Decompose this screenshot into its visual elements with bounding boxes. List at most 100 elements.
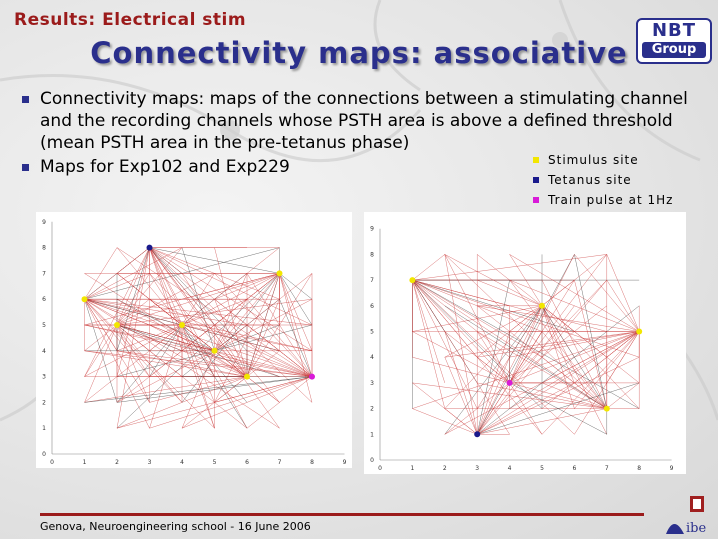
connection-line [412, 356, 510, 384]
x-tick-label: 2 [115, 459, 119, 466]
connection-line [477, 331, 510, 384]
x-tick-label: 8 [310, 459, 314, 466]
connection-line [246, 273, 313, 377]
connection-line [509, 305, 543, 383]
connection-line [541, 331, 640, 384]
x-tick-label: 7 [605, 465, 609, 472]
connection-line [476, 331, 510, 435]
logo-text-group: Group [642, 42, 706, 58]
connection-line [541, 279, 608, 409]
y-tick-label: 1 [370, 431, 374, 438]
bullet-square-icon [22, 164, 29, 171]
tetanus-site-marker [474, 431, 481, 438]
connection-line [84, 376, 313, 403]
connection-line [84, 273, 248, 377]
connection-line [279, 273, 313, 351]
connection-line [509, 331, 543, 384]
connectivity-map-exp102: 0 1 2 3 4 5 6 7 8 9 0 1 2 3 4 5 6 7 8 9 [42, 219, 347, 466]
stimulus-site-marker [539, 302, 545, 309]
train-pulse-site-marker [506, 379, 513, 386]
connection-line [116, 247, 313, 377]
x-tick-label: 1 [410, 465, 414, 472]
connection-line [509, 254, 543, 306]
connection-line [84, 247, 150, 377]
x-tick-label: 3 [475, 465, 479, 472]
bullet-text: Maps for Exp102 and Exp229 [40, 157, 290, 177]
legend-swatch-icon [533, 177, 539, 183]
connection-line [214, 376, 248, 403]
ibe-logo-text: ibe [686, 521, 706, 536]
x-tick-label: 5 [213, 459, 217, 466]
x-tick-label: 2 [443, 465, 447, 472]
connection-line [477, 279, 543, 307]
connection-line [477, 382, 607, 409]
legend-item-train: Train pulse at 1Hz [533, 190, 673, 210]
map-panel-exp229: 0 1 2 3 4 5 6 7 8 9 0 1 2 3 4 5 6 7 8 9 [364, 212, 686, 474]
stimulus-site-marker [276, 270, 283, 277]
x-tick-label: 7 [278, 459, 282, 466]
connection-line [279, 299, 313, 377]
y-tick-label: 9 [42, 219, 46, 226]
ibe-logo: ibe [660, 494, 710, 538]
stimulus-site-marker [179, 322, 185, 328]
legend-label: Train pulse at 1Hz [548, 193, 674, 207]
x-tick-label: 9 [670, 465, 674, 472]
stimulus-site-marker [81, 296, 88, 303]
connection-line [246, 350, 313, 377]
y-tick-label: 3 [42, 374, 46, 381]
y-tick-label: 2 [370, 406, 374, 413]
legend-swatch-icon [533, 197, 539, 203]
legend-swatch-icon [533, 157, 539, 163]
x-tick-label: 0 [378, 465, 382, 472]
connection-line [246, 324, 313, 377]
connection-line [477, 305, 640, 435]
connection-line [509, 254, 607, 384]
connection-line [606, 382, 640, 409]
connection-line [84, 376, 248, 403]
connection-line [149, 247, 248, 377]
y-tick-label: 0 [370, 457, 374, 464]
connection-line [214, 273, 313, 377]
connection-line [606, 331, 640, 358]
connection-line [509, 305, 543, 332]
y-tick-label: 2 [42, 399, 46, 406]
bullet-item: Connectivity maps: maps of the connectio… [22, 88, 692, 154]
legend-label: Stimulus site [548, 153, 639, 167]
connection-line [606, 254, 640, 332]
connection-line [412, 331, 510, 384]
x-tick-label: 6 [245, 459, 249, 466]
legend-item-stimulus: Stimulus site [533, 150, 673, 170]
connection-line [116, 324, 215, 352]
ibe-logo-icon: ibe [666, 496, 706, 536]
bullet-square-icon [22, 96, 29, 103]
connections [412, 254, 640, 435]
connection-line [444, 357, 478, 435]
connection-line [279, 273, 313, 300]
slide-title: Connectivity maps: associative [90, 36, 628, 70]
connection-line [181, 350, 313, 377]
connection-line [214, 324, 313, 377]
y-tick-label: 1 [42, 425, 46, 432]
y-tick-label: 6 [370, 303, 374, 310]
y-tick-label: 8 [42, 245, 46, 252]
connection-line [606, 331, 640, 384]
tetanus-site-marker [146, 244, 153, 251]
connection-line [509, 279, 607, 384]
x-tick-label: 9 [343, 459, 347, 466]
y-tick-label: 0 [42, 451, 46, 458]
connection-line [84, 350, 313, 377]
connection-line [412, 408, 478, 435]
footer: Genova, Neuroengineering school - 16 Jun… [40, 513, 644, 533]
connection-line [412, 254, 445, 281]
y-tick-label: 8 [370, 251, 374, 258]
stimulus-site-marker [636, 328, 643, 335]
connection-line [279, 273, 313, 326]
section-label: Results: Electrical stim [14, 10, 247, 30]
connection-line [606, 279, 640, 332]
y-tick-label: 5 [42, 322, 46, 329]
stimulus-site-marker [211, 347, 218, 354]
connection-line [116, 350, 248, 377]
y-tick-label: 4 [370, 354, 374, 361]
connection-line [149, 247, 215, 429]
